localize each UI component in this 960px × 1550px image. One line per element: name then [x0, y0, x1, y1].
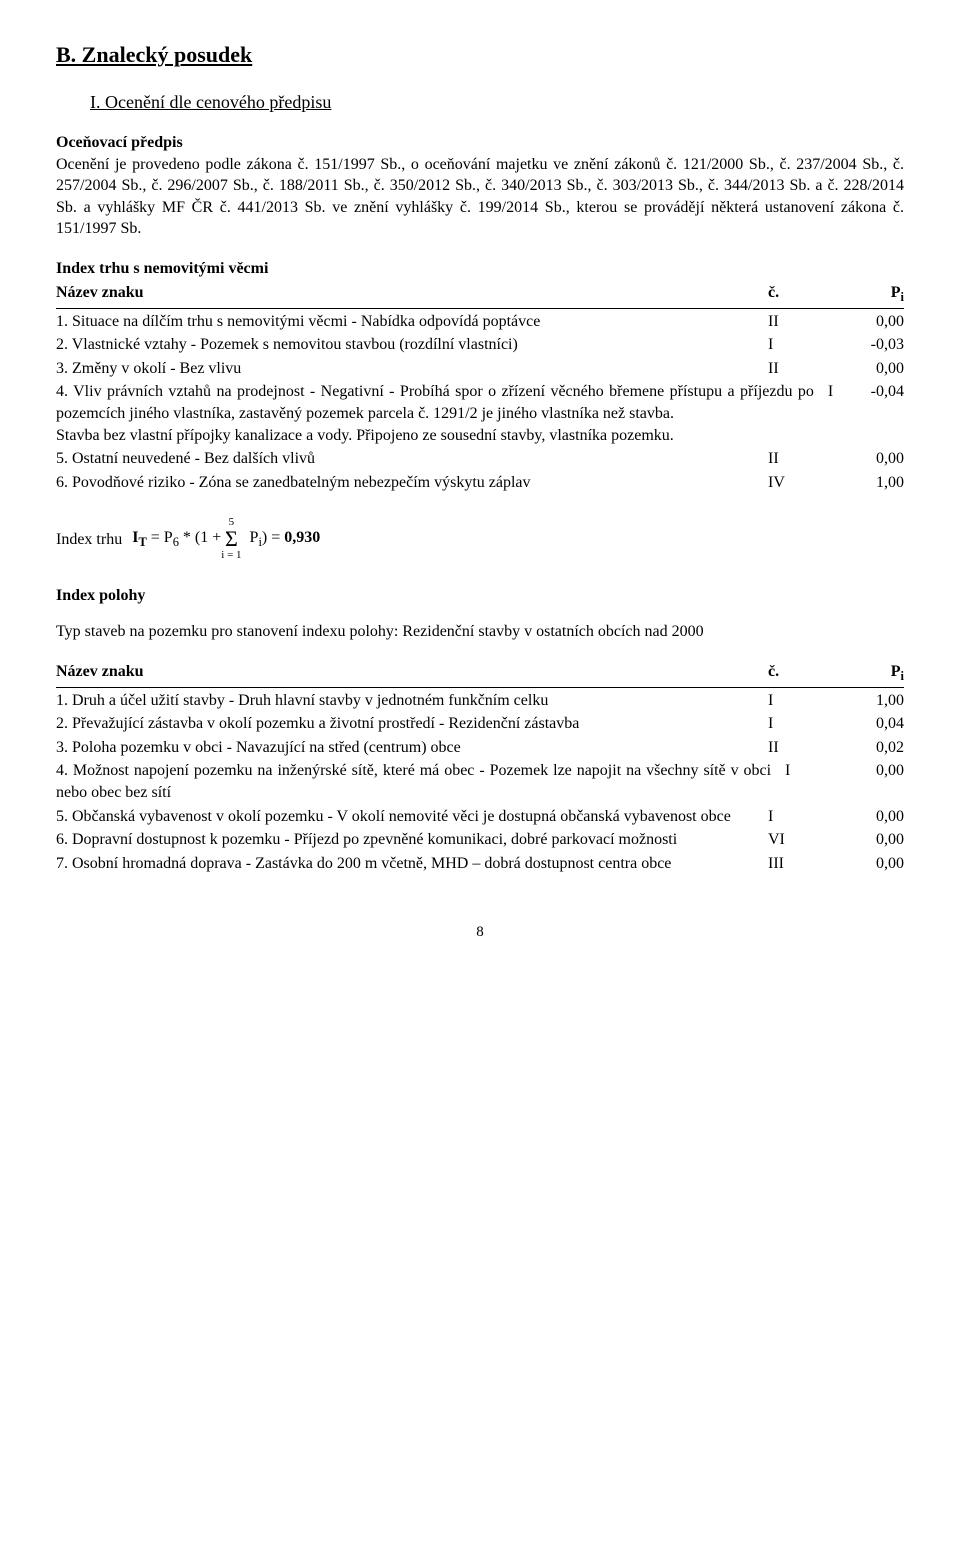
row-code: I [760, 713, 826, 735]
table-row: 7. Osobní hromadná doprava - Zastávka do… [56, 853, 904, 875]
section-i-heading: I. Ocenění dle cenového předpisu [56, 90, 904, 114]
row-text: 4. Vliv právních vztahů na prodejnost - … [56, 381, 820, 446]
row-text: 4. Možnost napojení pozemku na inženýrsk… [56, 760, 777, 803]
row-text: 1. Situace na dílčím trhu s nemovitými v… [56, 311, 760, 333]
sigma-icon: 5 Σ i = 1 [221, 517, 241, 561]
formula-lhs-label: Index trhu [56, 529, 122, 551]
row-code: I [777, 760, 836, 803]
col-c-header: č. [760, 282, 826, 306]
row-text: 3. Poloha pozemku v obci - Navazující na… [56, 737, 760, 759]
table-header-row: Název znaku č. Pi [56, 282, 904, 309]
index-trhu-title: Index trhu s nemovitými věcmi [56, 258, 904, 280]
row-text: 3. Změny v okolí - Bez vlivu [56, 358, 760, 380]
table-row: 6. Povodňové riziko - Zóna se zanedbatel… [56, 472, 904, 494]
index-polohy-table: Název znaku č. Pi 1. Druh a účel užití s… [56, 661, 904, 875]
row-value: 0,00 [826, 311, 904, 333]
row-code: II [760, 448, 826, 470]
row-value: 0,04 [826, 713, 904, 735]
table-row: 6. Dopravní dostupnost k pozemku - Příje… [56, 829, 904, 851]
col-c-header: č. [760, 661, 826, 685]
row-code: III [760, 853, 826, 875]
row-value: 0,00 [836, 760, 904, 803]
col-name-header: Název znaku [56, 282, 760, 306]
row-value: 1,00 [826, 472, 904, 494]
row-text: 6. Dopravní dostupnost k pozemku - Příje… [56, 829, 760, 851]
col-p-header: Pi [826, 661, 904, 685]
predpis-label: Oceňovací předpis [56, 132, 904, 154]
row-value: -0,04 [860, 381, 904, 446]
row-value: 0,00 [826, 853, 904, 875]
row-code: II [760, 737, 826, 759]
formula-rhs: Pi) = 0,930 [250, 527, 321, 551]
row-value: 0,00 [826, 358, 904, 380]
row-text: 2. Převažující zástavba v okolí pozemku … [56, 713, 760, 735]
index-trhu-table: Název znaku č. Pi 1. Situace na dílčím t… [56, 282, 904, 494]
row-code: I [760, 334, 826, 356]
row-code: IV [760, 472, 826, 494]
table-row: 4. Vliv právních vztahů na prodejnost - … [56, 381, 904, 446]
table-row: 1. Situace na dílčím trhu s nemovitými v… [56, 311, 904, 333]
page-number: 8 [56, 922, 904, 942]
table-row: 3. Změny v okolí - Bez vlivuII0,00 [56, 358, 904, 380]
index-polohy-intro: Typ staveb na pozemku pro stanovení inde… [56, 621, 904, 643]
section-b-heading: B. Znalecký posudek [56, 40, 904, 70]
row-text: 7. Osobní hromadná doprava - Zastávka do… [56, 853, 760, 875]
row-code: II [760, 358, 826, 380]
table-row: 2. Vlastnické vztahy - Pozemek s nemovit… [56, 334, 904, 356]
index-polohy-heading: Index polohy [56, 585, 904, 607]
table-row: 4. Možnost napojení pozemku na inženýrsk… [56, 760, 904, 803]
formula-expression: IT = P6 * (1 + [132, 527, 221, 551]
row-code: II [760, 311, 826, 333]
row-text: 5. Občanská vybavenost v okolí pozemku -… [56, 806, 760, 828]
row-value: 0,00 [826, 829, 904, 851]
predpis-text: Ocenění je provedeno podle zákona č. 151… [56, 154, 904, 240]
table-row: 1. Druh a účel užití stavby - Druh hlavn… [56, 690, 904, 712]
row-value: 0,00 [826, 806, 904, 828]
col-name-header: Název znaku [56, 661, 760, 685]
row-code: I [760, 690, 826, 712]
table-row: 5. Ostatní neuvedené - Bez dalších vlivů… [56, 448, 904, 470]
row-code: I [760, 806, 826, 828]
row-code: VI [760, 829, 826, 851]
table-row: 3. Poloha pozemku v obci - Navazující na… [56, 737, 904, 759]
row-text: 1. Druh a účel užití stavby - Druh hlavn… [56, 690, 760, 712]
table-row: 5. Občanská vybavenost v okolí pozemku -… [56, 806, 904, 828]
row-value: 0,00 [826, 448, 904, 470]
row-text: 5. Ostatní neuvedené - Bez dalších vlivů [56, 448, 760, 470]
table-header-row: Název znaku č. Pi [56, 661, 904, 688]
row-value: 0,02 [826, 737, 904, 759]
row-text: 6. Povodňové riziko - Zóna se zanedbatel… [56, 472, 760, 494]
row-text: 2. Vlastnické vztahy - Pozemek s nemovit… [56, 334, 760, 356]
row-code: I [820, 381, 860, 446]
row-value: -0,03 [826, 334, 904, 356]
table-row: 2. Převažující zástavba v okolí pozemku … [56, 713, 904, 735]
col-p-header: Pi [826, 282, 904, 306]
index-trhu-formula: Index trhu IT = P6 * (1 + 5 Σ i = 1 Pi) … [56, 517, 904, 561]
row-value: 1,00 [826, 690, 904, 712]
